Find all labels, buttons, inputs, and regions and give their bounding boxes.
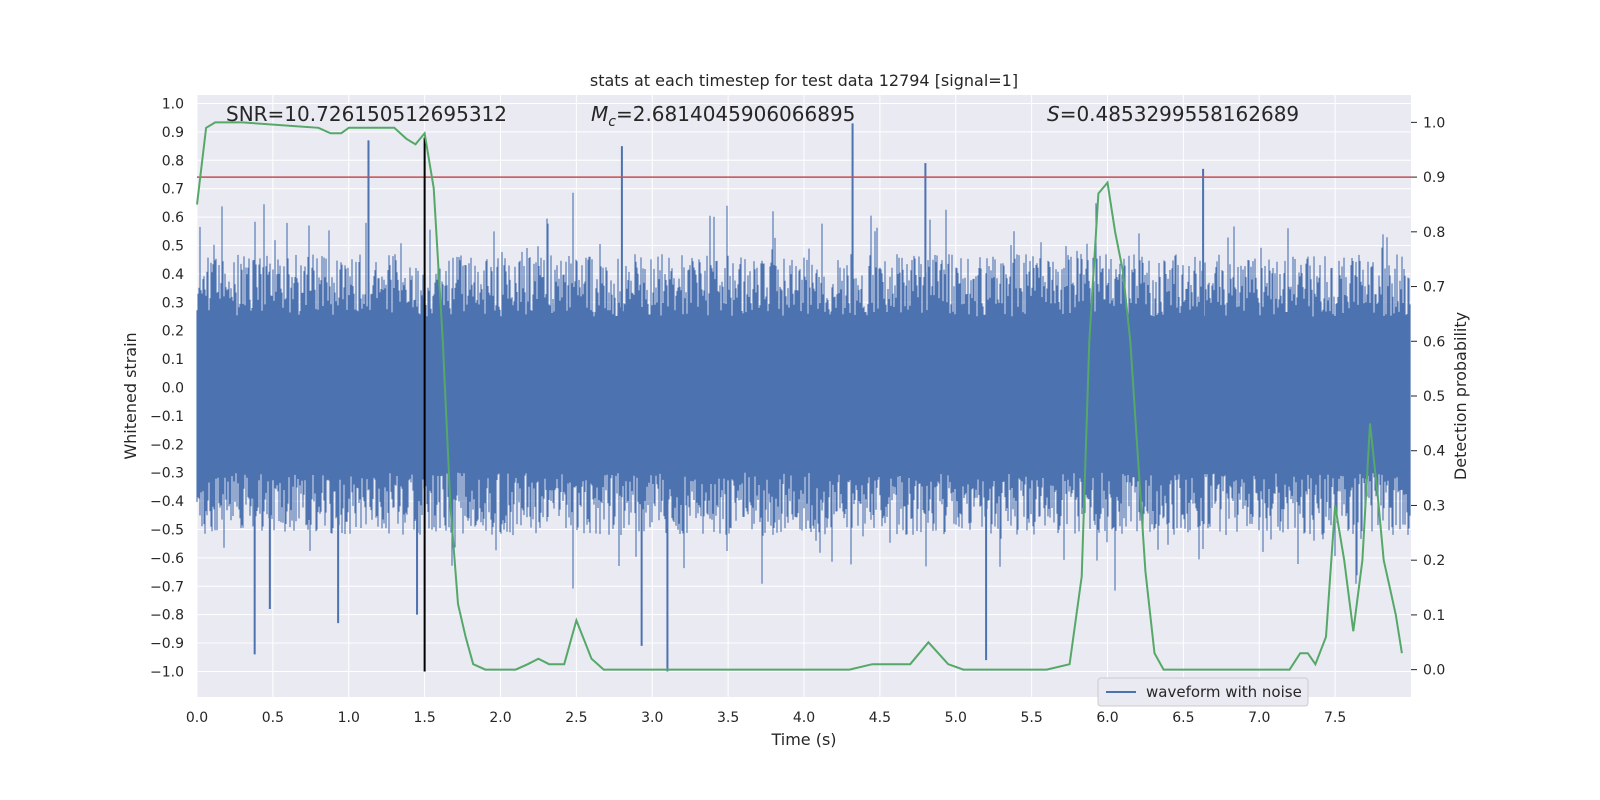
y-left-tick-label: −1.0 — [150, 664, 184, 680]
x-tick-label: 4.5 — [869, 710, 891, 726]
mc-annotation: Mc=2.6814045906066895 — [591, 102, 855, 130]
x-tick-label: 6.5 — [1172, 710, 1194, 726]
x-tick-label: 2.5 — [565, 710, 587, 726]
x-tick-label: 5.0 — [945, 710, 967, 726]
x-tick-label: 3.0 — [641, 710, 663, 726]
tick-labels: 0.0 0.5 1.0 1.5 2.0 2.5 3.0 3.5 4.0 4.5 5.0 5.5 6.0 6… — [150, 97, 1445, 726]
x-tick-label: 0.0 — [186, 710, 208, 726]
detection-probability-line — [196, 121, 1403, 671]
x-tick-label: 7.5 — [1324, 710, 1346, 726]
chart-title: stats at each timestep for test data 127… — [590, 71, 1018, 90]
y-left-tick-label: 0.0 — [162, 380, 184, 396]
y-left-tick-label: 0.8 — [162, 153, 184, 169]
y-axis-right-label: Detection probability — [1451, 312, 1470, 480]
y-right-tick-label: 0.9 — [1423, 170, 1445, 186]
y-left-tick-label: −0.5 — [150, 522, 184, 538]
y-right-tick-label: 0.7 — [1423, 280, 1445, 296]
x-tick-label: 5.5 — [1020, 710, 1042, 726]
snr-annotation: SNR=10.726150512695312 — [226, 102, 507, 126]
detection-probability-series-group — [196, 121, 1403, 671]
x-tick-label: 1.0 — [338, 710, 360, 726]
y-left-tick-label: 0.5 — [162, 239, 184, 255]
y-right-tick-label: 0.6 — [1423, 334, 1445, 350]
y-left-tick-label: −0.2 — [150, 437, 184, 453]
x-tick-label: 0.5 — [262, 710, 284, 726]
y-right-tick-label: 0.3 — [1423, 498, 1445, 514]
mc-symbol: M — [591, 102, 608, 126]
mc-subscript: c — [608, 114, 616, 130]
waveform-noise-trace — [196, 192, 1411, 591]
x-tick-label: 6.0 — [1096, 710, 1118, 726]
y-right-tick-label: 0.4 — [1423, 444, 1445, 460]
y-right-tick-label: 0.0 — [1423, 663, 1445, 679]
y-left-tick-label: −0.4 — [150, 494, 184, 510]
y-left-tick-label: 0.2 — [162, 324, 184, 340]
y-left-tick-label: 0.4 — [162, 267, 184, 283]
y-left-tick-label: −0.9 — [150, 636, 184, 652]
y-left-tick-label: −0.1 — [150, 409, 184, 425]
y-left-tick-label: −0.7 — [150, 579, 184, 595]
y-right-tick-label: 0.5 — [1423, 389, 1445, 405]
y-right-tick-label: 0.2 — [1423, 553, 1445, 569]
y-left-tick-label: −0.8 — [150, 608, 184, 624]
x-tick-label: 4.0 — [793, 710, 815, 726]
y-left-tick-label: 0.9 — [162, 125, 184, 141]
y-left-tick-label: 0.7 — [162, 182, 184, 198]
mc-value: =2.6814045906066895 — [616, 102, 855, 126]
legend-label: waveform with noise — [1146, 683, 1302, 701]
y-right-tick-label: 1.0 — [1423, 115, 1445, 131]
legend-box — [1097, 677, 1309, 707]
x-axis-label: Time (s) — [770, 730, 836, 749]
y-left-tick-label: 0.3 — [162, 295, 184, 311]
y-left-tick-label: 1.0 — [162, 97, 184, 113]
y-left-tick-label: −0.3 — [150, 466, 184, 482]
x-tick-label: 1.5 — [413, 710, 435, 726]
legend: waveform with noise — [1097, 677, 1309, 707]
waveform-with-noise-series — [196, 123, 1411, 672]
y-right-tick-label: 0.8 — [1423, 225, 1445, 241]
s-value: =0.4853299558162689 — [1060, 102, 1299, 126]
x-tick-label: 3.5 — [717, 710, 739, 726]
y-left-tick-label: 0.1 — [162, 352, 184, 368]
y-left-tick-label: −0.6 — [150, 551, 184, 567]
x-tick-label: 7.0 — [1248, 710, 1270, 726]
y-axis-left-label: Whitened strain — [121, 332, 140, 459]
x-tick-label: 2.0 — [489, 710, 511, 726]
s-symbol: S — [1047, 102, 1060, 126]
y-right-tick-label: 0.1 — [1423, 608, 1445, 624]
y-left-tick-label: 0.6 — [162, 210, 184, 226]
s-annotation: S=0.4853299558162689 — [1047, 102, 1299, 126]
